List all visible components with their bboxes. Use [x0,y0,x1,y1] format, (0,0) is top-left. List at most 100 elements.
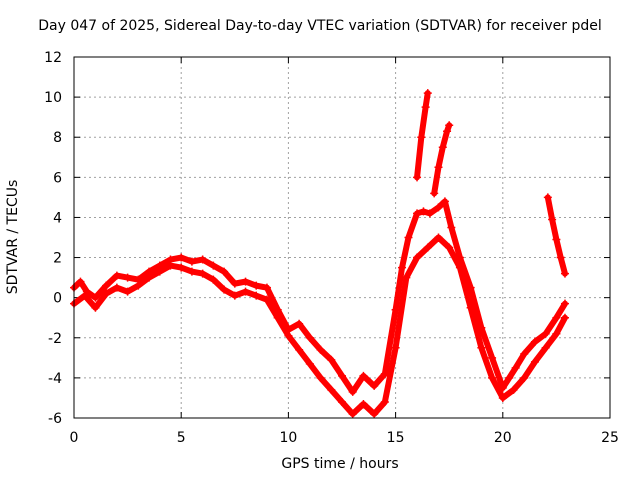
data-point [417,133,426,142]
data-point [177,263,186,272]
data-point [76,277,85,286]
data-point [123,273,132,282]
data-point [327,385,336,394]
data-point [398,263,407,272]
data-point [541,329,550,338]
data-point [447,223,456,232]
data-point [413,209,422,218]
data-point [209,261,218,270]
x-tick-label: 0 [70,430,79,446]
x-axis-label: GPS time / hours [281,456,399,472]
data-point [477,343,486,352]
data-point [530,357,539,366]
data-point [509,385,518,394]
data-point [488,373,497,382]
data-point [316,373,325,382]
data-point [359,399,368,408]
y-tick-label: 10 [44,90,62,106]
data-point [348,387,357,396]
y-tick-label: -4 [48,371,62,387]
series-band [71,198,568,395]
data-point [102,281,111,290]
data-point [295,345,304,354]
data-point [498,393,507,402]
data-point [348,409,357,418]
data-point [91,293,100,302]
data-point [413,253,422,262]
data-point [370,409,379,418]
data-point [404,233,413,242]
data-point [305,333,314,342]
data-point [91,303,100,312]
data-point [370,381,379,390]
data-point [423,89,432,98]
data-point [430,189,439,198]
data-point [273,313,282,322]
data-point [443,127,452,136]
data-point [440,197,449,206]
data-point [155,267,164,276]
series-1 [70,197,569,396]
chart-title: Day 047 of 2025, Sidereal Day-to-day VTE… [38,18,602,34]
y-tick-label: -6 [48,411,62,427]
data-point [252,291,261,300]
data-point [338,371,346,380]
data-point [177,253,186,262]
data-point [520,349,529,358]
data-point [134,281,143,290]
data-point [284,331,293,340]
data-point [391,305,400,314]
x-tick-label: 25 [601,430,619,446]
data-point [359,371,368,380]
data-point [552,329,561,338]
data-point [560,269,569,278]
data-point [511,363,520,372]
data-point [187,267,196,276]
data-point [556,253,565,262]
x-tick-label: 5 [177,430,186,446]
data-point [438,143,447,152]
data-point [402,273,411,282]
data-point [327,355,336,364]
data-point [543,193,552,202]
axis-ticks: 0 5 10 15 20 25 -6 -4 -2 0 2 4 6 8 10 12 [44,50,619,446]
y-tick-label: 8 [53,130,62,146]
data-point [230,291,239,300]
data-point [187,257,196,266]
plot-frame [73,56,611,419]
data-point [220,267,229,276]
y-tick-label: 6 [53,170,62,186]
data-point [552,313,561,322]
data-point [505,373,514,382]
data-point [220,285,229,294]
series-band [544,194,568,277]
series-band [431,122,453,197]
data-point [413,173,422,182]
data-point [198,255,207,264]
data-point [552,235,561,244]
data-point [391,343,400,352]
data-point [166,261,175,270]
y-tick-label: 12 [44,50,62,66]
data-point [198,269,207,278]
data-point [262,283,271,292]
data-point [421,103,430,112]
data-point [445,243,454,252]
data-point [425,209,434,218]
x-tick-label: 20 [494,430,512,446]
data-point [530,337,539,346]
data-point [423,243,432,252]
data-point [305,359,314,368]
data-point [434,163,443,172]
data-point [560,299,569,308]
data-point [541,343,550,352]
data-points [70,89,569,418]
series-3 [413,89,432,182]
data-point [123,287,132,296]
data-point [445,121,454,130]
y-tick-label: 4 [53,210,62,226]
data-point [209,275,218,284]
data-point [241,277,250,286]
data-point [295,319,304,328]
